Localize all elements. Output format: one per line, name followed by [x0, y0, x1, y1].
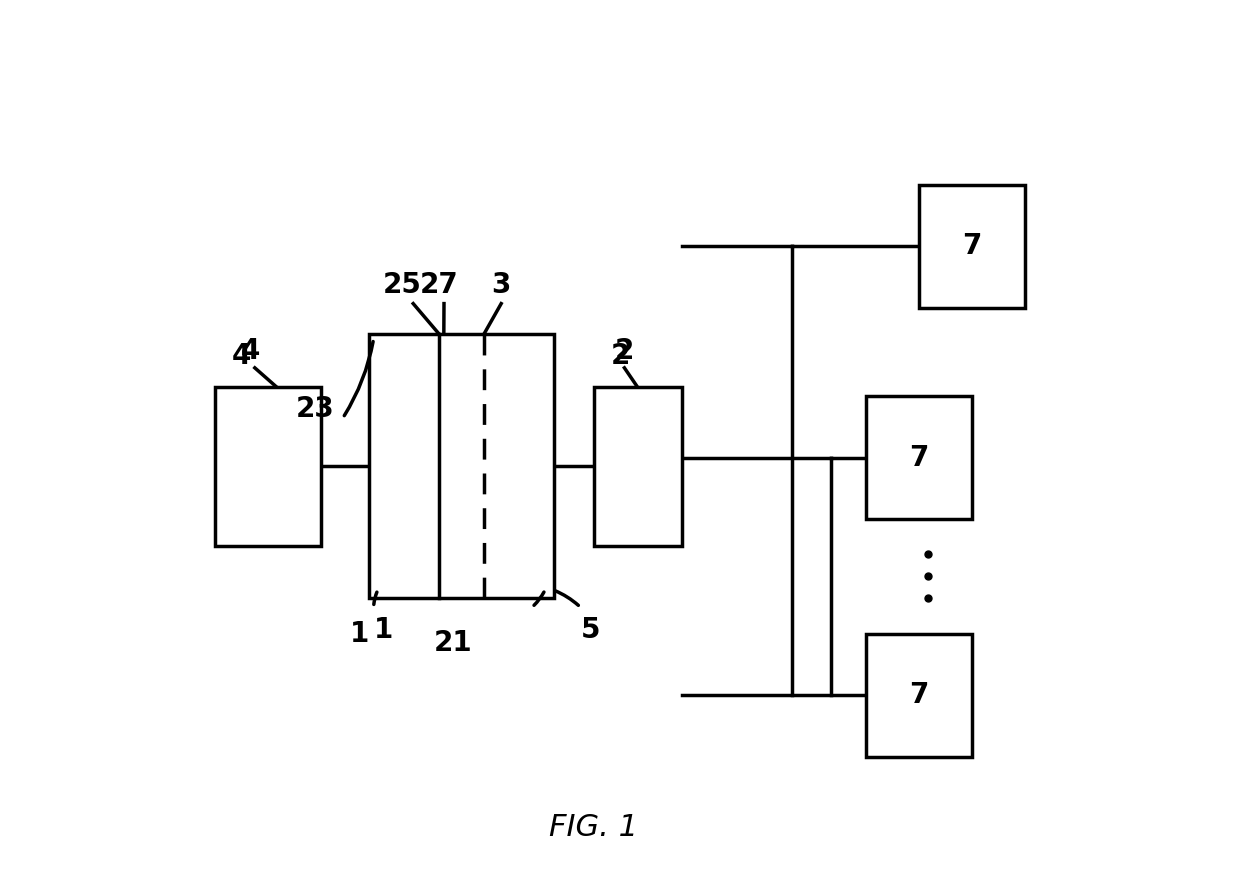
Text: 27: 27 [420, 271, 459, 299]
Text: 4: 4 [232, 341, 252, 370]
Bar [867, 634, 972, 757]
Text: 21: 21 [434, 629, 472, 657]
Text: 7: 7 [962, 232, 982, 260]
Text: 23: 23 [295, 395, 334, 423]
Text: 7: 7 [909, 681, 929, 709]
Text: 2: 2 [610, 341, 630, 370]
Bar [594, 387, 682, 546]
Text: 1: 1 [350, 620, 370, 649]
Bar [216, 387, 321, 546]
Bar [919, 185, 1024, 308]
Text: 25: 25 [382, 271, 422, 299]
Text: 3: 3 [491, 271, 511, 299]
Text: 7: 7 [909, 444, 929, 472]
Text: FIG. 1: FIG. 1 [549, 813, 639, 841]
Text: 2: 2 [615, 337, 634, 365]
Bar [867, 396, 972, 519]
Bar [370, 334, 554, 598]
Text: 4: 4 [241, 337, 260, 365]
Text: 1: 1 [373, 616, 393, 644]
Text: 5: 5 [580, 616, 600, 644]
